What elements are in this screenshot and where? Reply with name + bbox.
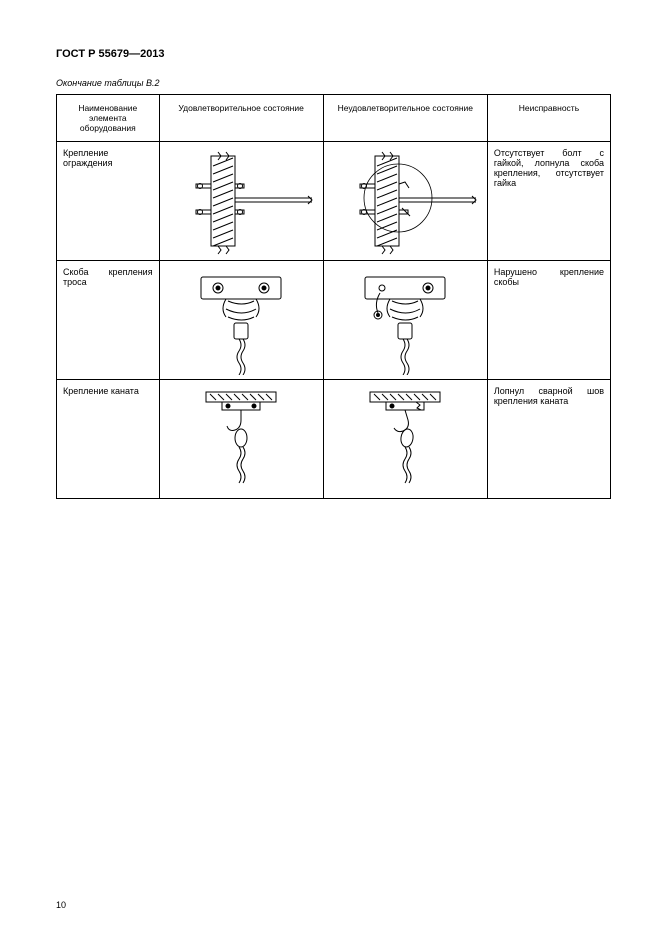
cable-clamp-good-icon bbox=[166, 265, 316, 375]
fence-mount-good-icon bbox=[166, 146, 316, 256]
rope-mount-bad-icon bbox=[330, 384, 480, 494]
cell-figure-good bbox=[159, 380, 323, 499]
col-header-bad: Неудовлетворительное состояние bbox=[323, 95, 487, 142]
col-header-fault: Неисправность bbox=[487, 95, 610, 142]
cable-clamp-bad-icon bbox=[330, 265, 480, 375]
fence-mount-bad-icon bbox=[330, 146, 480, 256]
cell-fault: Отсутствует болт с гайкой, лопнула скоба… bbox=[487, 142, 610, 261]
col-header-good: Удовлетворительное состояние bbox=[159, 95, 323, 142]
table-row: Крепление ограждения bbox=[57, 142, 611, 261]
col-header-name: Наименование элемента оборудования bbox=[57, 95, 160, 142]
cell-name: Крепление каната bbox=[57, 380, 160, 499]
cell-fault: Лопнул сварной шов крепления каната bbox=[487, 380, 610, 499]
rope-mount-good-icon bbox=[166, 384, 316, 494]
table-header-row: Наименование элемента оборудования Удовл… bbox=[57, 95, 611, 142]
cell-figure-good bbox=[159, 142, 323, 261]
cell-name: Скоба крепления троса bbox=[57, 261, 160, 380]
page-number: 10 bbox=[56, 900, 66, 910]
equipment-table: Наименование элемента оборудования Удовл… bbox=[56, 94, 611, 499]
table-row: Крепление каната bbox=[57, 380, 611, 499]
table-caption: Окончание таблицы В.2 bbox=[56, 78, 611, 88]
cell-figure-good bbox=[159, 261, 323, 380]
cell-figure-bad bbox=[323, 142, 487, 261]
cell-fault: Нарушено крепление скобы bbox=[487, 261, 610, 380]
document-id: ГОСТ Р 55679—2013 bbox=[56, 48, 611, 60]
table-row: Скоба крепления троса bbox=[57, 261, 611, 380]
cell-figure-bad bbox=[323, 261, 487, 380]
cell-name: Крепление ограждения bbox=[57, 142, 160, 261]
cell-figure-bad bbox=[323, 380, 487, 499]
